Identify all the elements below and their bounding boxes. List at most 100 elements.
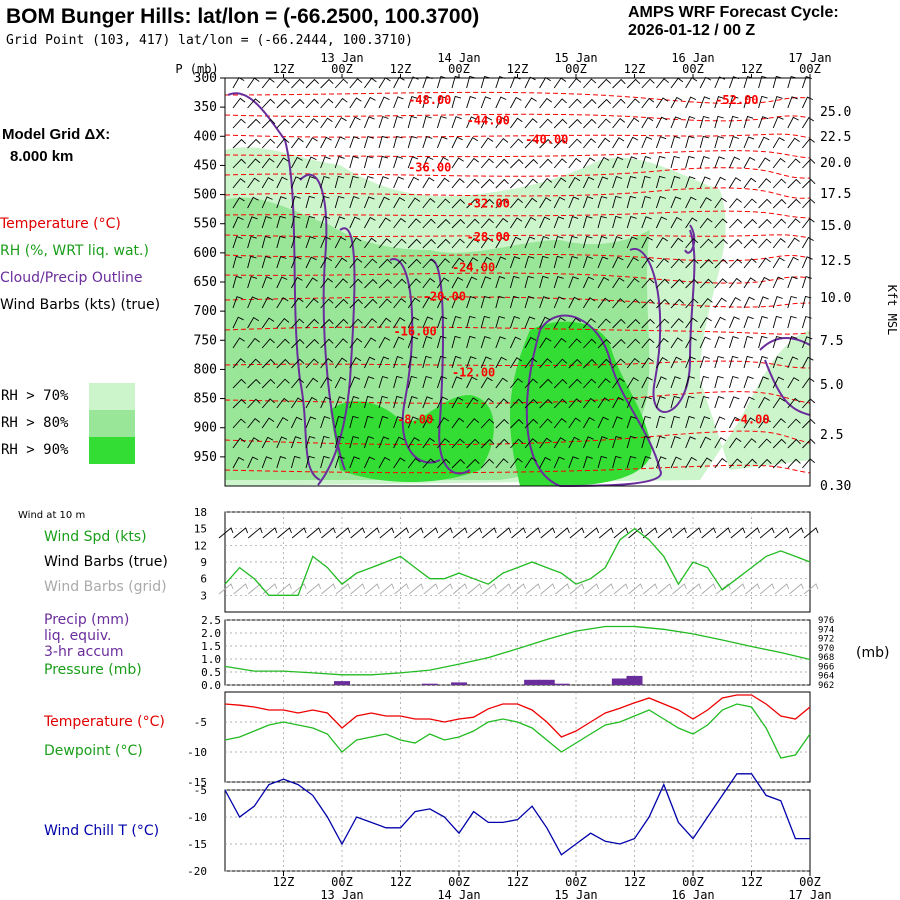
pressure-tick-label: 750 [194,333,217,348]
wind-barb [743,417,756,429]
wind-barb [685,456,697,469]
wind-barb [743,218,758,229]
wind-barb [495,256,507,269]
wind-barb [597,156,610,169]
wind-barb [729,258,743,269]
wind-barb [802,117,815,129]
isotherm-label: -16.00 [393,325,436,339]
label-precip-3: 3-hr accum [44,644,124,660]
wind-barb [670,278,685,289]
wind-barb [685,155,695,169]
wind-barb-grid [467,583,483,595]
wind-barb [407,416,419,429]
wind-barb [539,177,553,189]
wind-barb [363,376,375,389]
wind-barb [480,336,491,349]
wind-barb [305,377,319,389]
wind-barb [320,156,331,169]
wind-barb [407,76,419,89]
temp-tick-label: -10 [187,746,207,759]
wind-barb [553,417,567,429]
wind-barb [437,438,450,449]
time-tick-label-bottom: 12Z [741,875,763,889]
time-tick-label-bottom: 00Z [331,875,353,889]
wind-barb [349,216,361,229]
legend-cloud: Cloud/Precip Outline [0,270,143,286]
forecast-cycle-label: AMPS WRF Forecast Cycle: [628,4,839,21]
wind-barb [524,178,538,189]
wind-barb [495,315,506,329]
wind-barb [291,98,305,109]
wind-barb [539,378,553,389]
wind-barb [656,337,669,349]
wind-barb [582,436,594,449]
wind-barb [290,436,302,449]
wind-barb [597,276,610,289]
wind-barb [495,377,508,389]
wind-barb [597,436,608,449]
wind-barb-true [642,527,658,539]
wind-barb [787,418,801,429]
wind-barb [291,137,304,149]
wind-barb [510,138,524,149]
wind-barb [334,376,347,389]
wind-barb [305,318,320,329]
wind-barb [729,437,742,449]
wind-barb [553,255,564,269]
wind-barb [261,296,274,309]
wind-barb [524,216,537,229]
wind-barb [524,236,536,249]
pressure-tick-label: 950 [194,450,217,465]
wind-barb [553,337,567,349]
precip-tick-label: 1.0 [201,653,221,666]
wind-barb-grid [496,583,512,595]
wind-barb [685,135,695,149]
wind-barb [728,336,739,349]
wind-barb-grid [321,583,336,595]
wind-barb [597,176,609,189]
wind-barb [612,195,622,209]
wind-barb [305,256,317,269]
wind-barb [612,338,626,349]
wind-barb [670,318,684,329]
wind-barb [802,438,816,449]
wind-barb [641,156,652,169]
wind-barb [626,195,637,209]
wind-barb [232,97,246,109]
wind-barb-grid [511,583,526,595]
wind-barb [772,116,784,129]
wind-barb [495,198,509,209]
wind-barb [349,196,360,209]
wind-barb [378,155,389,169]
wind-barb [510,438,524,449]
wind-barb [276,378,290,389]
wind-barb [641,257,654,269]
wind-barb-grid [672,583,687,595]
pressure-tick-label: 350 [194,100,217,115]
wind-barb [583,297,596,309]
wind-barb [612,416,623,429]
wind-barb [422,218,436,229]
wind-barb [728,316,740,329]
wind-barb [437,258,450,269]
wind-barb [480,237,494,249]
wind-barb [524,418,539,429]
windchill-tick-label: -20 [187,865,207,878]
wind-barb [349,435,360,449]
wind-barb-true [613,527,629,539]
wind-barb [626,396,638,409]
wind-barb [290,256,302,269]
wind-barb [612,318,626,329]
wind-barb-true [672,527,687,539]
isotherm-label: -20.00 [423,290,466,304]
wind-barb [451,458,466,469]
date-label-bottom: 16 Jan [671,888,714,900]
time-tick-label-top: 00Z [682,62,704,76]
wind-barb [466,178,480,189]
wind-barb [641,396,652,409]
wind-barb [466,96,477,109]
wind-barb [334,435,345,449]
wind-barb [232,398,247,409]
wind-barb-grid [394,583,409,595]
wind-barb [626,98,640,109]
